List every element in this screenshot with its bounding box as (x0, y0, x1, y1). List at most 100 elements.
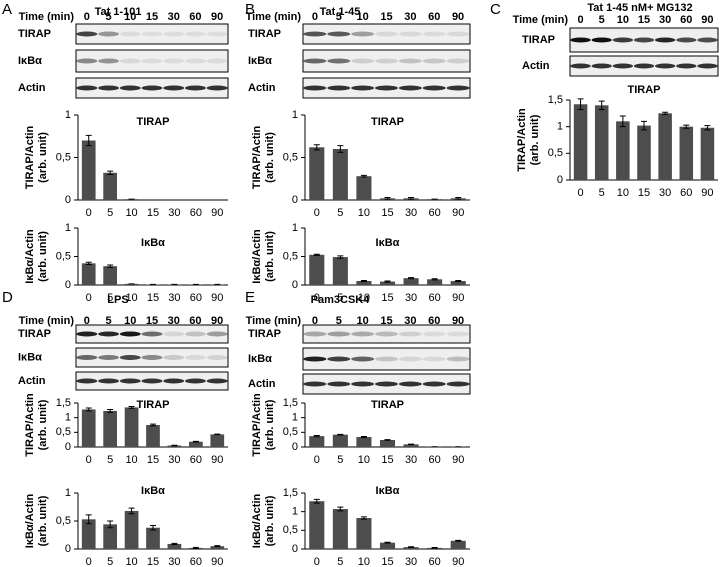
error-bar (431, 547, 438, 549)
bar (356, 176, 372, 200)
error-bar (171, 542, 178, 546)
blot-band (697, 37, 718, 43)
error-bar (619, 115, 626, 128)
bar (573, 104, 588, 180)
bar (210, 434, 225, 447)
error-bar (598, 100, 605, 111)
panel-title: LPS (107, 294, 128, 306)
panel-letter: C (490, 1, 501, 18)
error-bar (214, 433, 221, 436)
blot-band (119, 31, 141, 37)
time-value: 15 (380, 315, 392, 327)
blot-band (327, 31, 351, 37)
x-tick-label: 90 (452, 292, 464, 304)
x-tick-label: 15 (147, 207, 159, 219)
blot-band (119, 331, 141, 337)
time-value: 10 (124, 315, 136, 327)
time-value: 60 (680, 14, 692, 26)
blot-band (141, 378, 163, 384)
bar (103, 266, 117, 285)
time-value: 60 (189, 315, 201, 327)
error-bar (641, 120, 647, 131)
x-tick-label: 60 (429, 207, 441, 219)
panel-title: Tat 1-45 (320, 6, 361, 18)
error-bar (337, 433, 344, 436)
x-tick-label: 5 (107, 292, 113, 304)
panel-letter: B (245, 1, 255, 18)
y-tick-label: 0,5 (56, 426, 71, 438)
y-tick-label: 1 (292, 412, 298, 424)
y-axis-label: TIRAP/Actin (24, 393, 36, 457)
blot-band (141, 355, 163, 360)
blot-band (422, 331, 446, 337)
x-tick-label: 5 (107, 454, 113, 466)
time-value: 0 (84, 11, 90, 23)
blot (302, 324, 471, 344)
y-tick-label: 1 (65, 222, 71, 234)
error-bar (455, 196, 462, 200)
y-axis-label: (arb. unit) (529, 114, 541, 165)
blot-band (141, 85, 163, 91)
x-tick-label: 90 (211, 556, 223, 567)
y-axis-label: IκBα/Actin (251, 229, 263, 284)
x-tick-label: 60 (429, 556, 441, 567)
blot-band (398, 85, 422, 91)
blot-band (327, 381, 351, 387)
error-bar (662, 111, 669, 115)
blot-band (398, 58, 422, 64)
time-value: 90 (452, 11, 464, 23)
blot-band (351, 85, 375, 91)
x-tick-label: 10 (358, 292, 370, 304)
error-bar (128, 406, 135, 409)
bar (146, 527, 160, 549)
x-tick-label: 90 (452, 556, 464, 567)
bar (81, 519, 96, 549)
time-value: 30 (659, 14, 671, 26)
bar (124, 510, 139, 549)
x-tick-label: 30 (405, 556, 417, 567)
time-label: Time (min) (19, 11, 75, 23)
time-value: 0 (578, 14, 584, 26)
error-bar (408, 196, 415, 200)
chart-title: TIRAP (628, 84, 661, 96)
y-tick-label: 1 (292, 506, 298, 518)
blot-band (98, 355, 119, 360)
y-tick-label: 0,5 (283, 250, 298, 262)
x-tick-label: 60 (429, 454, 441, 466)
bar (332, 257, 348, 285)
blot-band (570, 63, 591, 69)
x-tick-label: 10 (125, 292, 137, 304)
y-tick-label: 0 (292, 543, 298, 555)
error-bar (214, 545, 221, 548)
y-axis-label: TIRAP/Actin (251, 393, 263, 457)
y-tick-label: 0,5 (548, 147, 563, 159)
error-bar (107, 170, 114, 175)
blot-band (398, 31, 422, 37)
panel-title: Tat 1-45 nM+ MG132 (587, 2, 692, 14)
blot-band (446, 356, 470, 362)
blot-band (206, 31, 228, 37)
bar (81, 140, 96, 200)
time-value: 30 (404, 315, 416, 327)
error-bar (85, 514, 92, 525)
x-tick-label: 10 (125, 207, 137, 219)
bar (332, 509, 348, 549)
error-bar (408, 546, 415, 549)
bar (403, 278, 419, 285)
blot-band (446, 331, 470, 337)
blot-label: TIRAP (18, 328, 51, 340)
error-bar (384, 541, 391, 544)
error-bar (360, 174, 367, 178)
y-tick-label: 1 (65, 109, 71, 121)
bar (616, 121, 630, 180)
y-axis-label: IκBα/Actin (251, 493, 263, 548)
y-axis-label: (arb. unit) (37, 495, 49, 546)
bar (167, 543, 182, 549)
blot-label: Actin (522, 60, 550, 72)
x-tick-label: 30 (405, 292, 417, 304)
error-bar (431, 278, 438, 281)
bar (356, 437, 372, 447)
blot-band (351, 31, 375, 37)
blot-band (633, 63, 655, 69)
x-tick-label: 30 (405, 207, 417, 219)
